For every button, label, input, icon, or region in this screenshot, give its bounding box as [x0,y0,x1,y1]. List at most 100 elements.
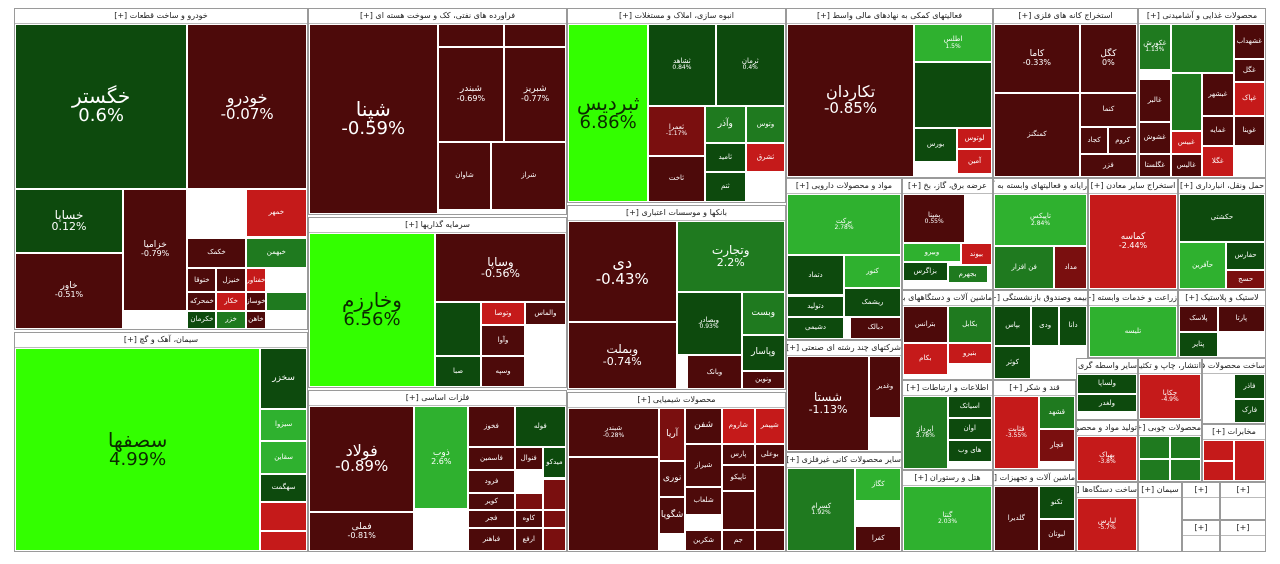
stock-tile[interactable]: شستا -1.13% [787,356,870,451]
small-tile[interactable] [754,529,785,551]
sector-title[interactable]: بانکها و موسسات اعتباری [+] [568,206,785,221]
stock-tile[interactable]: وآذر [704,105,746,144]
stock-tile[interactable]: شکربن [685,529,723,551]
stock-tile[interactable]: بزاگرس [903,262,948,282]
stock-tile[interactable]: وتجارت 2.2% [676,221,785,292]
stock-tile[interactable]: وآوا [481,325,525,357]
sector-title[interactable]: ماشین آلات و دستگاههای برقی [+] [903,291,992,306]
stock-tile[interactable]: کنما [1079,92,1137,127]
stock-tile[interactable]: آریا [659,408,686,461]
stock-tile[interactable]: تکاردان -0.85% [787,24,915,177]
sector-title[interactable]: فلزات اساسی [+] [309,391,566,406]
stock-tile[interactable]: دبالک [849,317,901,339]
sector-title[interactable]: [+] [1221,483,1265,498]
stock-tile[interactable]: شبندر -0.69% [437,46,505,142]
stock-tile[interactable]: فنوال [514,446,543,470]
sector-title[interactable]: زراعت و خدمات وابسته [+] [1089,291,1177,306]
stock-tile[interactable]: چکاپا -4.9% [1139,374,1201,419]
stock-tile[interactable]: ختوقا [187,268,217,293]
sector-title[interactable]: ساخت محصولات فلزی [+] [1203,359,1265,374]
stock-tile[interactable]: وبست [741,291,785,336]
sector-title[interactable]: محصولات چوبی [+] [1139,421,1201,436]
stock-tile[interactable]: ریشمک [844,288,901,318]
stock-tile[interactable]: خمهر [245,188,307,238]
stock-tile[interactable]: شاوان [437,141,492,211]
sector-title[interactable]: سیمان [+] [1139,483,1181,498]
sector-title[interactable]: خودرو و ساخت قطعات [+] [15,9,307,24]
stock-tile[interactable]: اپرداز 3.78% [903,396,948,469]
stock-tile[interactable]: پارس [722,443,755,466]
small-tile[interactable] [260,530,307,551]
stock-tile[interactable]: لپارس -5.7% [1077,498,1137,551]
stock-tile[interactable]: کاوه [514,510,543,528]
stock-tile[interactable]: وبانک [687,355,742,389]
stock-tile[interactable]: جم [722,529,755,551]
stock-tile[interactable]: غشهداب [1233,24,1265,60]
stock-tile[interactable]: غوینا [1233,115,1265,147]
stock-tile[interactable]: بمپنا 0.55% [903,194,966,244]
stock-tile[interactable]: های وب [947,439,992,462]
sector-title[interactable]: انتشار، چاپ و تکثیر [+] [1139,359,1201,374]
stock-tile[interactable]: کگل 0% [1079,24,1137,93]
stock-tile[interactable]: خزر [216,310,246,329]
stock-tile[interactable]: کماسه -2.44% [1089,194,1177,289]
stock-tile[interactable]: فجر [468,510,515,528]
stock-tile[interactable]: غپاک [1233,82,1265,116]
stock-tile[interactable]: ثبردیس 6.86% [568,24,649,202]
stock-tile[interactable]: مداد [1054,246,1087,289]
stock-tile[interactable]: بترانس [903,306,948,343]
stock-tile[interactable]: لوتوس [957,128,992,150]
stock-tile[interactable]: غگلستا [1139,154,1171,177]
stock-tile[interactable]: اطلس 1.5% [914,24,992,63]
small-tile[interactable] [754,465,785,530]
stock-tile[interactable]: بنیرو [947,342,992,365]
stock-tile[interactable]: کفرا [855,526,901,551]
stock-tile[interactable]: بوعلی [754,443,785,466]
stock-tile[interactable]: ارفع [514,527,543,551]
stock-tile[interactable]: غگلا [1202,146,1234,177]
small-tile[interactable] [1170,436,1201,459]
sector-title[interactable]: عرضه برق، گاز، بخ [+] [903,179,992,194]
small-tile[interactable] [266,292,307,311]
stock-tile[interactable]: ثرمان 0.4% [715,24,785,106]
stock-tile[interactable]: ثشرق [745,143,785,172]
small-tile[interactable] [542,527,566,551]
stock-tile[interactable]: حکشتی [1179,194,1265,242]
stock-tile[interactable]: غمایه [1202,115,1234,147]
stock-tile[interactable]: میدکو [542,446,566,479]
sector-title[interactable]: بیمه وصندوق بازنشستگی [+] [994,291,1087,306]
stock-tile[interactable]: فاسمین [468,446,515,470]
sector-title[interactable]: شرکتهای چند رشته ای صنعتی [+] [787,341,901,356]
stock-tile[interactable]: بیوند [960,243,992,266]
small-tile[interactable] [437,24,505,47]
stock-tile[interactable]: غالیس [1170,154,1202,177]
sector-title[interactable]: مواد و محصولات دارویی [+] [787,179,901,194]
stock-tile[interactable]: حفارس [1226,241,1265,270]
stock-tile[interactable]: خگستر 0.6% [15,24,188,189]
stock-tile[interactable]: ثتم [704,171,746,202]
stock-tile[interactable]: اوان [947,417,992,440]
stock-tile[interactable]: پارتا [1217,306,1265,332]
stock-tile[interactable]: شفن [685,408,723,444]
stock-tile[interactable]: خکرمان [187,310,217,329]
small-tile[interactable] [514,493,543,511]
small-tile[interactable] [434,302,482,357]
sector-title[interactable]: رایانه و فعالیتهای وابسته به آن [+] [994,179,1087,194]
stock-tile[interactable]: شبریز -0.77% [504,46,566,142]
stock-tile[interactable]: فن افزار [994,246,1055,289]
stock-tile[interactable]: خاور -0.51% [15,252,124,329]
stock-tile[interactable]: غبشهر [1202,72,1234,116]
stock-tile[interactable]: خفناور [245,268,267,293]
sector-title[interactable]: فعالیتهای کمکی به نهادهای مالی واسط [+] [787,9,992,24]
stock-tile[interactable]: فوله [514,406,566,447]
stock-tile[interactable]: خکار [216,292,246,311]
stock-tile[interactable]: دانا [1059,306,1087,347]
sector-title[interactable]: تولید مواد و محصولات... [+] [1077,421,1137,436]
stock-tile[interactable]: ثعمرا -1.17% [648,105,705,156]
sector-title[interactable]: لاستیک و پلاستیک [+] [1179,291,1265,306]
stock-tile[interactable]: سقاین [260,441,307,474]
stock-tile[interactable]: دی -0.43% [568,221,677,322]
small-tile[interactable] [504,24,566,47]
stock-tile[interactable]: بپاس [994,306,1032,347]
small-tile[interactable] [1139,436,1170,459]
